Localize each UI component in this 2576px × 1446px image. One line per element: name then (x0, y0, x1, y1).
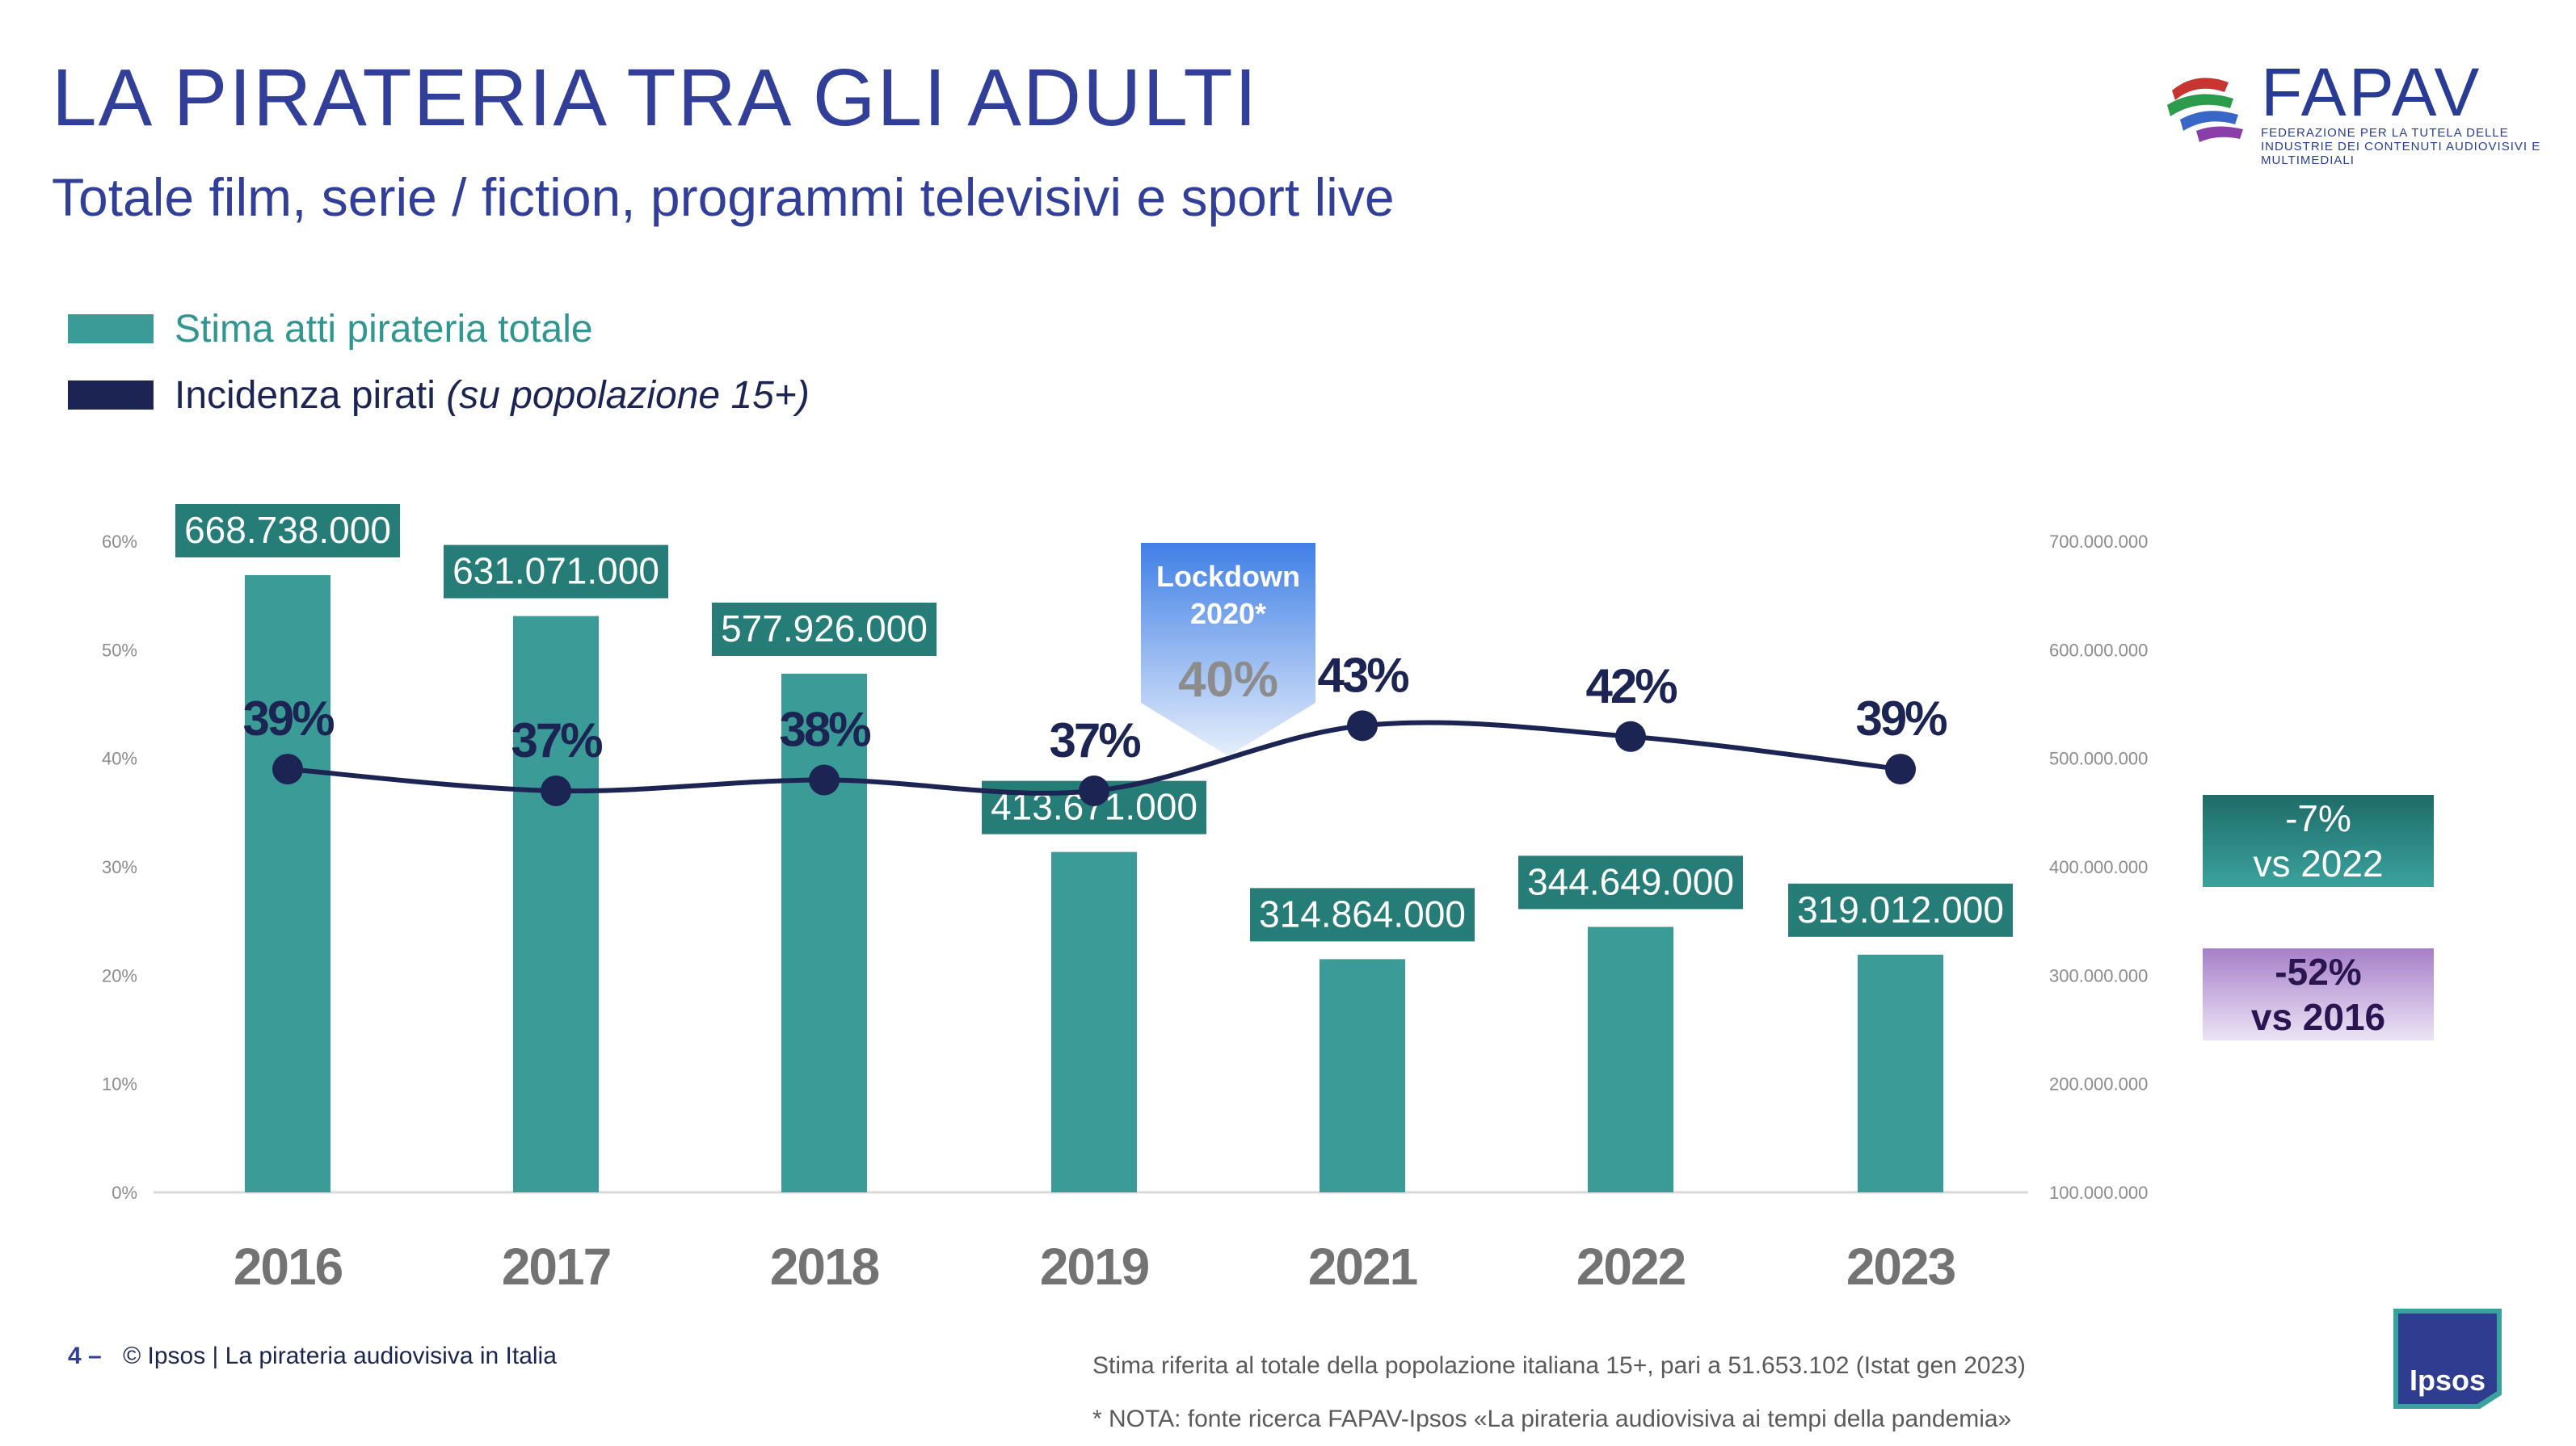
legend-label-bars: Stima atti pirateria totale (175, 307, 593, 351)
year-label: 2022 (1576, 1238, 1686, 1296)
year-label: 2016 (234, 1238, 343, 1296)
bar-label-box (1788, 883, 2013, 937)
bar-label-box (1250, 888, 1475, 942)
bar-value-label: 344.649.000 (1527, 860, 1734, 902)
year-label: 2018 (770, 1238, 879, 1296)
ipsos-logo: Ipsos (2393, 1309, 2502, 1409)
incidence-label: 39% (242, 691, 334, 746)
footnote-population: Stima riferita al totale della popolazio… (1092, 1352, 2026, 1379)
left-axis-tick-label: 20% (102, 965, 137, 986)
change-value: -7% (2285, 797, 2351, 839)
right-axis-tick-label: 500.000.000 (2049, 749, 2148, 769)
change-label: vs 2016 (2250, 996, 2386, 1038)
change-box-vs-2016: -52% vs 2016 (2203, 948, 2434, 1040)
left-axis-tick-label: 30% (102, 857, 137, 877)
bar-label-box (1518, 855, 1743, 910)
right-axis-tick-label: 200.000.000 (2049, 1074, 2148, 1095)
lockdown-year: 2020* (1190, 597, 1266, 630)
legend-swatch-bars (68, 314, 154, 343)
legend-line-text: Incidenza pirati (175, 373, 436, 417)
left-axis-tick-label: 50% (102, 640, 137, 660)
left-axis-tick-label: 60% (102, 532, 137, 552)
legend-line-note: (su popolazione 15+) (446, 373, 810, 417)
bar-2021 (1320, 959, 1405, 1192)
change-box-vs-2022: -7% vs 2022 (2203, 795, 2434, 887)
logo-tagline: Federazione per la tutela delle industri… (2261, 126, 2541, 167)
incidence-point-2019 (1079, 775, 1109, 806)
legend-item-bars: Stima atti pirateria totale (68, 296, 810, 362)
page-number: 4 – (68, 1343, 102, 1369)
legend-item-line: Incidenza pirati (su popolazione 15+) (68, 362, 810, 428)
page-title: LA PIRATERIA TRA GLI ADULTI (52, 53, 1259, 143)
credit-text: © Ipsos | La pirateria audiovisiva in It… (123, 1343, 557, 1369)
incidence-label: 37% (1049, 713, 1140, 767)
bar-value-label: 319.012.000 (1797, 889, 2004, 931)
incidence-label: 42% (1585, 659, 1677, 713)
incidence-point-2018 (809, 764, 840, 796)
year-label: 2019 (1040, 1238, 1149, 1296)
year-label: 2023 (1846, 1238, 1955, 1296)
bar-label-box (712, 602, 937, 656)
right-axis-tick-label: 700.000.000 (2049, 532, 2148, 552)
ipsos-wordmark: Ipsos (2409, 1364, 2486, 1397)
left-axis-tick-label: 0% (112, 1183, 137, 1203)
incidence-point-2021 (1347, 710, 1378, 742)
year-label: 2021 (1308, 1238, 1417, 1296)
ipsos-logo-shape: Ipsos (2398, 1314, 2497, 1404)
incidence-label: 39% (1855, 691, 1947, 746)
right-axis-tick-label: 600.000.000 (2049, 640, 2148, 660)
incidence-label: 43% (1317, 648, 1408, 702)
right-axis-tick-label: 100.000.000 (2049, 1183, 2148, 1203)
legend-label-line: Incidenza pirati (su popolazione 15+) (175, 373, 810, 418)
page-subtitle: Totale film, serie / fiction, programmi … (52, 167, 1395, 227)
right-axis-tick-label: 400.000.000 (2049, 857, 2148, 877)
fapav-logo: FAPAV Federazione per la tutela delle in… (2164, 54, 2544, 167)
bar-2019 (1051, 851, 1137, 1192)
left-axis-tick-label: 10% (102, 1074, 137, 1095)
footer-credit: 4 – © Ipsos | La pirateria audiovisiva i… (68, 1343, 557, 1370)
bar-2022 (1588, 927, 1673, 1192)
incidence-point-2016 (272, 754, 303, 785)
bar-2018 (781, 673, 867, 1192)
lockdown-title: Lockdown (1156, 560, 1300, 593)
bar-2017 (513, 616, 599, 1192)
chart-legend: Stima atti pirateria totale Incidenza pi… (68, 296, 810, 428)
bar-label-box (444, 544, 668, 599)
lockdown-value: 40% (1178, 652, 1278, 708)
year-label: 2017 (502, 1238, 610, 1296)
bar-2016 (245, 574, 330, 1192)
change-value: -52% (2275, 951, 2362, 993)
bar-value-label: 631.071.000 (452, 550, 659, 592)
incidence-point-2023 (1885, 754, 1916, 785)
footnote-source: * NOTA: fonte ricerca FAPAV-Ipsos «La pi… (1092, 1406, 2012, 1432)
lockdown-callout (1141, 543, 1315, 756)
bar-value-label: 577.926.000 (721, 607, 928, 649)
fapav-emblem-icon (2167, 78, 2243, 142)
logo-wordmark: FAPAV (2261, 54, 2482, 130)
incidence-point-2017 (541, 775, 571, 806)
incidence-label: 37% (511, 713, 602, 767)
change-label: vs 2022 (2253, 843, 2384, 885)
right-axis-tick-label: 300.000.000 (2049, 965, 2148, 986)
left-axis-tick-label: 40% (102, 749, 137, 769)
incidence-label: 38% (779, 703, 870, 757)
bar-value-label: 668.738.000 (184, 509, 391, 551)
bar-value-label: 314.864.000 (1259, 893, 1466, 935)
bar-2023 (1858, 954, 1943, 1192)
bar-label-box (175, 503, 400, 557)
legend-swatch-line (68, 380, 154, 410)
incidence-point-2022 (1615, 721, 1646, 752)
